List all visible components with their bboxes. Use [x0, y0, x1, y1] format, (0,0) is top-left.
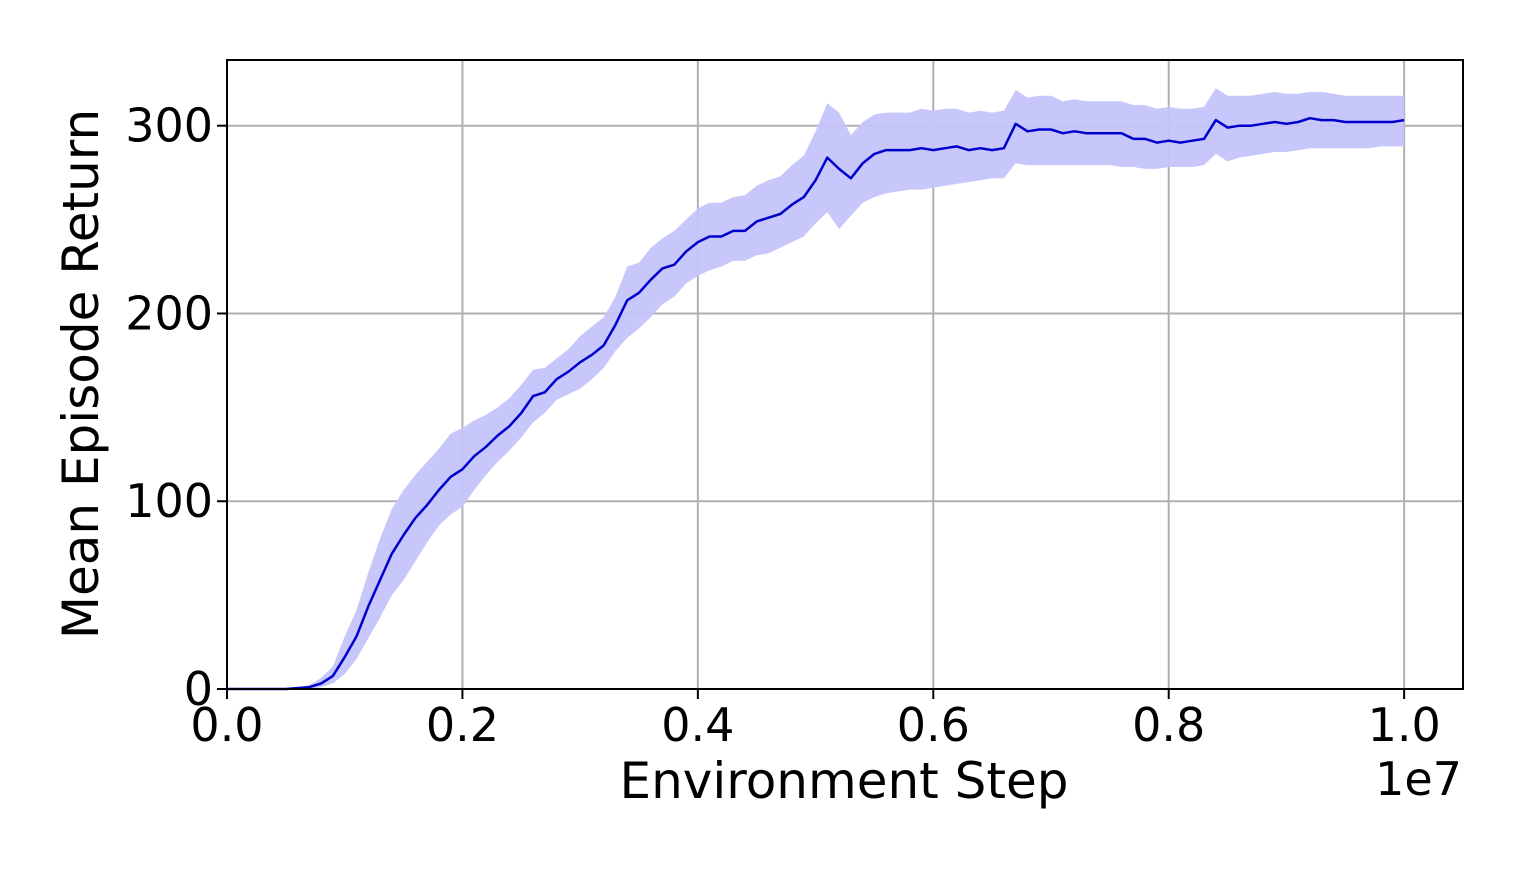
x-tick-label-0: 0.0 — [190, 698, 263, 752]
confidence-band — [227, 88, 1405, 689]
mean-line-layer — [227, 116, 1405, 691]
x-tick-label-4: 0.8 — [1132, 698, 1205, 752]
y-tick-label-0: 0 — [184, 662, 213, 716]
x-axis-offset-label: 1e7 — [1375, 752, 1462, 806]
x-axis-label: Environment Step — [620, 752, 1069, 810]
y-tick-labels: 0 100 200 300 — [125, 99, 213, 716]
mean-return-line — [227, 116, 1405, 691]
x-tick-label-3: 0.6 — [897, 698, 970, 752]
y-tick-label-1: 100 — [125, 474, 213, 528]
confidence-band-layer — [227, 88, 1405, 689]
axes-frame — [226, 59, 1464, 690]
x-tick-label-5: 1.0 — [1368, 698, 1441, 752]
y-tick-label-3: 300 — [125, 99, 213, 153]
x-tick-label-2: 0.4 — [661, 698, 734, 752]
y-axis-label: Mean Episode Return — [52, 109, 110, 639]
tick-marks — [217, 124, 1406, 699]
x-tick-labels: 0.0 0.2 0.4 0.6 0.8 1.0 — [190, 698, 1440, 752]
x-tick-label-1: 0.2 — [426, 698, 499, 752]
plot-frame — [226, 59, 1464, 690]
y-tick-label-2: 200 — [125, 286, 213, 340]
